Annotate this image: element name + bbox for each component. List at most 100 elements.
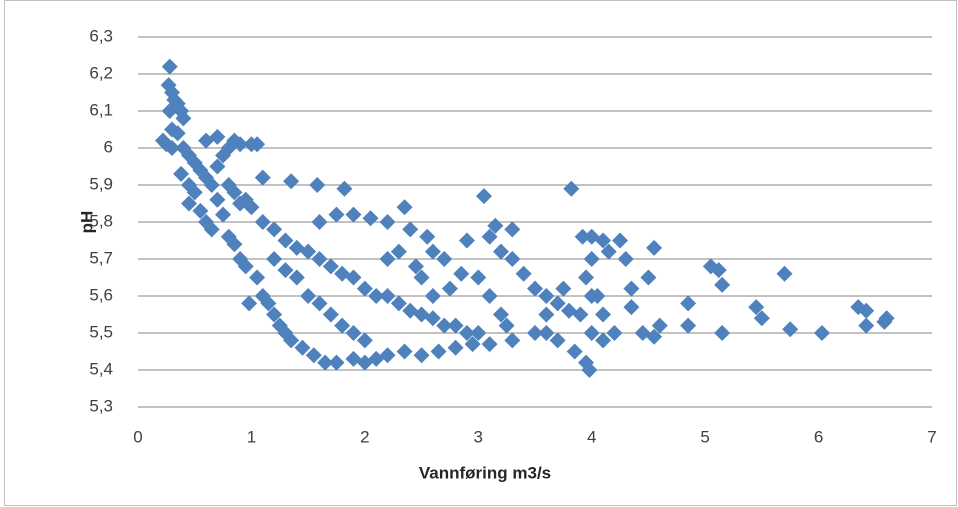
point — [492, 243, 509, 260]
point — [277, 232, 294, 249]
point — [368, 288, 385, 304]
point — [203, 177, 220, 193]
point — [334, 317, 351, 334]
point — [379, 288, 396, 304]
point — [595, 232, 612, 249]
point — [413, 269, 430, 286]
point — [161, 103, 178, 119]
point — [356, 332, 373, 349]
x-tick-label: 5 — [700, 427, 709, 446]
point — [322, 306, 339, 323]
point — [600, 243, 617, 260]
point — [260, 295, 277, 312]
point — [237, 258, 254, 275]
point — [173, 165, 190, 182]
x-tick-label: 4 — [587, 427, 596, 446]
point — [345, 269, 362, 286]
point — [878, 310, 895, 327]
point — [311, 251, 328, 267]
y-tick-label: 5,8 — [89, 211, 113, 230]
point — [249, 136, 266, 153]
point — [458, 325, 475, 341]
point — [294, 339, 311, 356]
point — [390, 295, 407, 312]
point — [413, 347, 430, 364]
point — [396, 343, 413, 360]
y-tick-label: 5,4 — [89, 359, 113, 378]
point — [858, 317, 875, 334]
point — [563, 180, 580, 197]
point — [447, 339, 464, 356]
point — [396, 199, 413, 216]
point — [583, 288, 600, 304]
point — [464, 336, 481, 353]
point — [458, 232, 475, 249]
y-tick-label: 6,3 — [89, 26, 113, 45]
x-tick-label: 7 — [927, 427, 936, 446]
y-tick-label: 5,7 — [89, 248, 113, 267]
point — [555, 280, 572, 297]
point — [266, 306, 283, 323]
point — [407, 258, 424, 275]
point — [379, 251, 396, 267]
point — [311, 214, 328, 230]
point — [646, 328, 663, 345]
point — [612, 232, 629, 249]
point — [680, 317, 697, 334]
x-tick-label: 6 — [814, 427, 823, 446]
point — [402, 221, 419, 238]
point — [782, 321, 799, 338]
x-tick-label: 0 — [133, 427, 142, 446]
point — [424, 243, 441, 260]
point — [277, 262, 294, 279]
point — [169, 125, 186, 142]
point — [430, 343, 447, 360]
point — [606, 325, 623, 341]
point — [549, 332, 566, 349]
point — [566, 343, 583, 360]
point — [266, 251, 283, 267]
y-tick-label: 5,9 — [89, 174, 113, 193]
point — [232, 136, 249, 153]
point — [487, 217, 504, 234]
point — [328, 354, 345, 371]
y-axis-title: pH — [77, 211, 96, 234]
point — [345, 206, 362, 223]
point — [288, 269, 305, 286]
point — [714, 276, 731, 293]
point — [436, 317, 453, 334]
x-tick-label: 3 — [474, 427, 483, 446]
y-tick-label: 6 — [104, 137, 113, 156]
point — [203, 221, 220, 238]
point — [538, 288, 555, 304]
point — [379, 214, 396, 230]
point — [538, 306, 555, 323]
point — [181, 177, 198, 193]
point — [336, 180, 353, 197]
point — [161, 58, 178, 75]
point — [527, 325, 543, 341]
point — [710, 262, 727, 279]
y-tick-label: 5,3 — [89, 396, 113, 415]
point — [504, 221, 521, 238]
point — [226, 184, 243, 201]
point — [617, 251, 634, 267]
point — [776, 265, 793, 282]
point — [181, 195, 198, 212]
point — [714, 325, 731, 341]
point — [578, 354, 595, 371]
point — [198, 132, 215, 149]
point — [164, 140, 181, 156]
point — [322, 258, 339, 275]
point — [328, 206, 345, 223]
point — [492, 306, 509, 323]
point — [436, 251, 453, 267]
point — [481, 288, 498, 304]
point — [192, 202, 209, 219]
point — [504, 251, 521, 267]
point — [858, 302, 875, 319]
point — [574, 228, 591, 245]
y-tick-label: 5,6 — [89, 285, 113, 304]
point — [254, 169, 271, 186]
